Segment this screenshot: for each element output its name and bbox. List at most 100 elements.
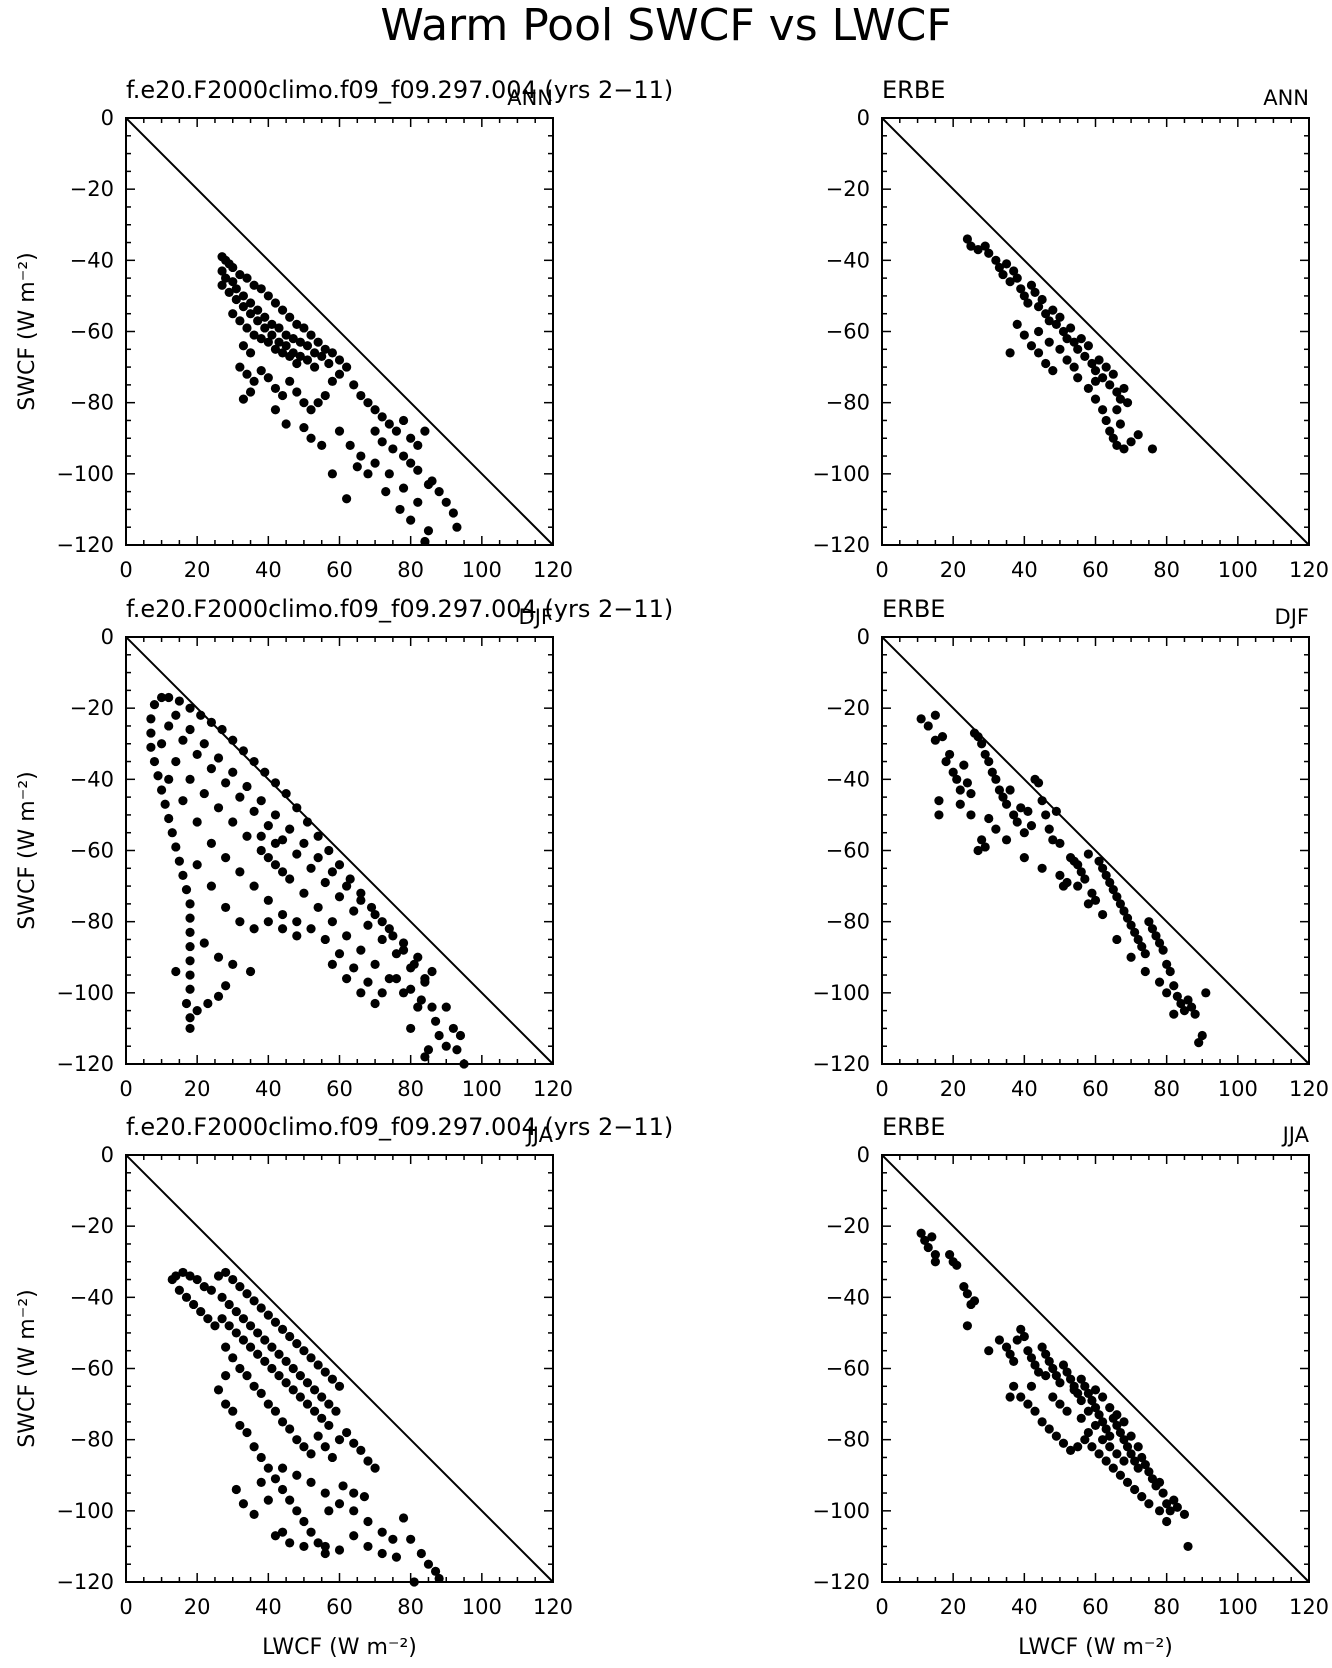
scatter-point <box>1115 419 1126 429</box>
y-tick-label: 0 <box>857 625 870 649</box>
scatter-point <box>1179 1006 1190 1016</box>
scatter-point <box>1030 1406 1040 1416</box>
scatter-point <box>185 1271 195 1281</box>
scatter-point <box>1201 988 1211 998</box>
scatter-point <box>427 966 437 977</box>
scatter-point <box>235 269 245 280</box>
scatter-point <box>1098 405 1108 415</box>
y-tick-label: −100 <box>812 1499 870 1523</box>
scatter-point <box>164 813 174 824</box>
x-tick-label: 20 <box>940 558 967 582</box>
scatter-point <box>1062 1406 1072 1416</box>
scatter-point <box>149 756 160 767</box>
scatter-point <box>277 1484 288 1495</box>
scatter-point <box>1044 824 1054 834</box>
scatter-point <box>1033 778 1044 788</box>
panel-6: 0 20 40 60 80 100 120 0 −20 −40 −60 −80 −100 −120 ERBE… <box>812 1113 1329 1660</box>
scatter-point <box>1033 301 1044 312</box>
scatter-point <box>228 817 238 827</box>
scatter-point <box>327 917 337 927</box>
scatter-point <box>980 842 990 852</box>
x-tick-label: 40 <box>255 1077 282 1101</box>
scatter-point <box>384 469 394 479</box>
scatter-point <box>146 742 156 752</box>
figure-title: Warm Pool SWCF vs LWCF <box>380 0 952 51</box>
scatter-point <box>423 526 434 536</box>
one-to-one-line <box>881 636 1310 1065</box>
scatter-point <box>927 1232 937 1242</box>
scatter-point <box>313 1538 323 1548</box>
x-tick-label: 0 <box>875 1077 888 1101</box>
scatter-point <box>1076 867 1086 877</box>
scatter-point <box>238 746 249 756</box>
scatter-point <box>1001 835 1012 845</box>
panel-left-title: ERBE <box>882 76 945 104</box>
scatter-point <box>274 1349 284 1359</box>
scatter-point <box>299 1516 309 1527</box>
scatter-point <box>327 1374 337 1384</box>
scatter-point <box>1183 995 1193 1005</box>
scatter-point <box>206 881 216 891</box>
x-axis-label: LWCF (W m⁻²) <box>262 1635 417 1660</box>
scatter-point <box>1012 319 1022 329</box>
scatter-point <box>377 917 387 927</box>
scatter-point <box>249 1509 259 1519</box>
scatter-point <box>217 1314 227 1324</box>
scatter-point <box>1090 895 1101 905</box>
scatter-point <box>228 1353 238 1363</box>
y-axis-label: SWCF (W m⁻²) <box>15 252 40 411</box>
scatter-point <box>398 451 409 461</box>
y-tick-label: 0 <box>101 625 114 649</box>
scatter-point <box>398 483 409 493</box>
scatter-point <box>984 248 994 258</box>
scatter-point <box>1055 1399 1065 1409</box>
x-tick-label: 20 <box>184 1595 211 1619</box>
scatter-point <box>370 909 380 920</box>
scatter-point <box>1005 1392 1015 1402</box>
panel-season-label: JJA <box>1281 1123 1310 1147</box>
y-tick-label: −60 <box>826 1357 870 1381</box>
scatter-point <box>238 341 249 351</box>
scatter-point <box>1083 1406 1093 1416</box>
scatter-point <box>994 262 1005 273</box>
panel-season-label: ANN <box>1263 86 1309 110</box>
scatter-point <box>174 856 184 866</box>
y-tick-label: −100 <box>812 462 870 486</box>
scatter-point <box>388 931 398 941</box>
scatter-point <box>1012 1335 1022 1345</box>
scatter-point <box>320 390 330 401</box>
scatter-point <box>263 917 273 927</box>
scatter-point <box>1005 785 1015 795</box>
scatter-point <box>1026 1353 1037 1363</box>
scatter-point <box>299 398 309 408</box>
scatter-point <box>302 1378 313 1388</box>
scatter-point <box>199 938 209 948</box>
scatter-point <box>959 1282 969 1292</box>
scatter-point <box>969 1296 980 1306</box>
scatter-point <box>937 732 948 742</box>
scatter-point <box>267 1342 277 1352</box>
scatter-point <box>966 241 976 251</box>
scatter-point <box>327 959 337 969</box>
scatter-point <box>171 842 181 852</box>
scatter-point <box>185 724 195 735</box>
y-tick-label: −60 <box>70 839 114 863</box>
scatter-point <box>1048 1363 1058 1374</box>
scatter-point <box>1112 1410 1122 1420</box>
scatter-point <box>962 778 973 788</box>
scatter-point <box>1137 1492 1147 1502</box>
scatter-point <box>1041 309 1051 319</box>
scatter-point <box>966 788 976 799</box>
scatter-point <box>235 1363 245 1374</box>
x-tick-label: 20 <box>940 1077 967 1101</box>
scatter-point <box>192 860 202 870</box>
scatter-point <box>1016 803 1026 813</box>
scatter-point <box>952 774 962 784</box>
panel-1: 0 20 40 60 80 100 120 0 −20 −40 −60 −80 −100 −120 f.e2… <box>15 76 673 582</box>
scatter-point <box>1023 806 1033 816</box>
scatter-point <box>1030 287 1040 297</box>
scatter-point <box>1186 1002 1197 1012</box>
scatter-point <box>955 785 965 795</box>
y-tick-label: −80 <box>70 910 114 934</box>
scatter-point <box>1001 1342 1012 1352</box>
